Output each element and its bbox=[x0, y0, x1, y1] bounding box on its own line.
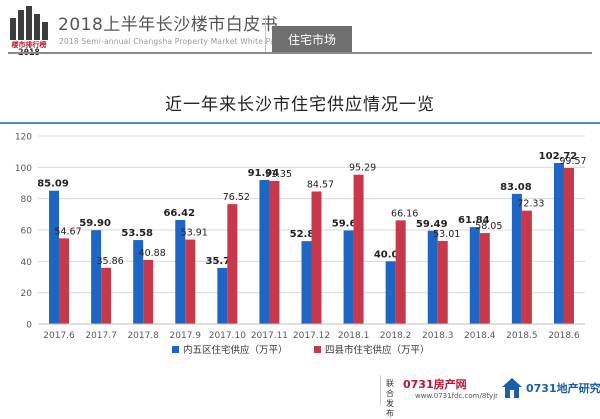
legend-swatch bbox=[314, 346, 321, 353]
data-label: 54.67 bbox=[54, 226, 81, 237]
data-label: 76.52 bbox=[223, 192, 250, 203]
bar-inner-districts bbox=[91, 230, 102, 324]
bar-four-counties bbox=[185, 239, 196, 324]
house-icon bbox=[502, 378, 522, 398]
y-tick-label: 0 bbox=[26, 321, 32, 331]
bar-inner-districts bbox=[259, 179, 270, 324]
bar-four-counties bbox=[353, 174, 364, 324]
x-tick-label: 2018.6 bbox=[548, 331, 580, 341]
brand-research-institute-name: 0731地产研究院 bbox=[526, 382, 600, 395]
data-label: 53.01 bbox=[433, 229, 460, 240]
bar-inner-districts bbox=[343, 230, 354, 324]
data-label: 53.58 bbox=[121, 228, 153, 239]
bar-inner-districts bbox=[217, 267, 228, 324]
x-tick-label: 2017.10 bbox=[209, 331, 246, 341]
brand-research-institute[interactable]: 0731地产研究院 bbox=[500, 376, 600, 408]
joint-release-label: 联合发布 bbox=[386, 379, 394, 418]
bar-inner-districts bbox=[175, 219, 186, 324]
x-tick-label: 2017.9 bbox=[170, 331, 202, 341]
data-label: 59.49 bbox=[416, 219, 448, 230]
legend-label: 四县市住宅供应（万平） bbox=[325, 344, 430, 356]
chart-title: 近一年来长沙市住宅供应情况一览 bbox=[165, 95, 435, 115]
legend-label: 内五区住宅供应（万平） bbox=[183, 344, 288, 356]
bar-four-counties bbox=[269, 180, 280, 324]
bar-inner-districts bbox=[427, 230, 438, 324]
x-tick-label: 2017.11 bbox=[251, 331, 288, 341]
bar-inner-districts bbox=[133, 240, 144, 324]
bar-four-counties bbox=[395, 220, 406, 324]
data-label: 35.78 bbox=[206, 256, 238, 267]
report-subtitle: 2018 Semi-annual Changsha Property Marke… bbox=[59, 37, 288, 46]
y-tick-label: 20 bbox=[21, 289, 33, 299]
bar-four-counties bbox=[437, 240, 448, 324]
data-label: 61.84 bbox=[458, 215, 490, 226]
bar-inner-districts bbox=[469, 227, 480, 324]
y-tick-label: 100 bbox=[15, 164, 32, 174]
brand-0731fdc-url: www.0731fdc.com/8tyjr bbox=[415, 392, 499, 400]
x-tick-label: 2017.6 bbox=[43, 331, 75, 341]
x-tick-label: 2018.1 bbox=[338, 331, 370, 341]
bar-four-counties bbox=[563, 168, 574, 324]
bar-four-counties bbox=[59, 238, 70, 324]
bar-four-counties bbox=[521, 210, 532, 324]
x-tick-label: 2018.5 bbox=[506, 331, 538, 341]
x-tick-label: 2018.3 bbox=[422, 331, 454, 341]
bar-four-counties bbox=[143, 259, 154, 324]
bar-inner-districts bbox=[553, 163, 564, 324]
data-label: 85.09 bbox=[37, 179, 69, 190]
page-header: 楼市排行榜 2018 2018上半年长沙楼市白皮书 2018 Semi-annu… bbox=[0, 0, 600, 62]
bar-four-counties bbox=[227, 204, 238, 324]
brand-0731fdc-name: 0731房产网 bbox=[403, 378, 467, 391]
bar-four-counties bbox=[311, 191, 322, 324]
footer-divider bbox=[380, 375, 381, 405]
bar-four-counties bbox=[479, 233, 490, 324]
data-label: 66.42 bbox=[163, 208, 195, 219]
data-label: 35.86 bbox=[97, 256, 124, 267]
y-tick-label: 80 bbox=[21, 195, 33, 205]
header-divider bbox=[265, 16, 266, 52]
x-tick-label: 2017.8 bbox=[127, 331, 159, 341]
report-title: 2018上半年长沙楼市白皮书 bbox=[58, 15, 279, 35]
data-label: 99.57 bbox=[559, 156, 586, 167]
brand-0731fdc[interactable]: 0731房产网 www.0731fdc.com/8tyjr bbox=[403, 376, 498, 408]
legend-swatch bbox=[172, 346, 179, 353]
data-label: 59.90 bbox=[79, 218, 111, 229]
data-label: 83.08 bbox=[500, 182, 532, 193]
bar-inner-districts bbox=[301, 241, 312, 324]
bar-inner-districts bbox=[49, 190, 60, 324]
data-label: 53.91 bbox=[181, 228, 208, 239]
data-label: 95.29 bbox=[349, 163, 376, 174]
data-label: 58.05 bbox=[475, 221, 502, 232]
bar-inner-districts bbox=[511, 193, 522, 324]
data-label: 91.35 bbox=[265, 169, 292, 180]
logo-label: 楼市排行榜 bbox=[11, 41, 47, 49]
bar-chart: 0 20 40 60 80 100 120 85.09 54.67 2017.6 59.90 35.8… bbox=[15, 133, 587, 357]
bar-inner-districts bbox=[385, 261, 396, 324]
data-label: 40.88 bbox=[139, 248, 166, 259]
data-label: 72.33 bbox=[517, 199, 544, 210]
x-tick-label: 2017.12 bbox=[293, 331, 330, 341]
logo-bars-icon bbox=[8, 6, 50, 40]
data-label: 59.68 bbox=[332, 219, 364, 230]
data-label: 84.57 bbox=[307, 180, 334, 191]
white-paper-logo: 楼市排行榜 2018 bbox=[8, 6, 50, 58]
y-tick-label: 60 bbox=[21, 227, 33, 237]
y-tick-label: 120 bbox=[15, 133, 32, 143]
data-label: 40.00 bbox=[374, 249, 406, 260]
data-label: 91.94 bbox=[248, 168, 280, 179]
x-tick-label: 2018.2 bbox=[380, 331, 412, 341]
title-underline bbox=[0, 122, 600, 124]
x-tick-label: 2018.4 bbox=[464, 331, 496, 341]
data-label: 66.16 bbox=[391, 208, 418, 219]
section-tab[interactable]: 住宅市场 bbox=[272, 26, 352, 52]
data-label: 52.87 bbox=[290, 229, 322, 240]
bar-four-counties bbox=[101, 267, 112, 324]
data-label: 102.72 bbox=[539, 151, 578, 162]
x-tick-label: 2017.7 bbox=[85, 331, 117, 341]
y-tick-label: 40 bbox=[21, 258, 33, 268]
header-rule bbox=[8, 52, 592, 54]
